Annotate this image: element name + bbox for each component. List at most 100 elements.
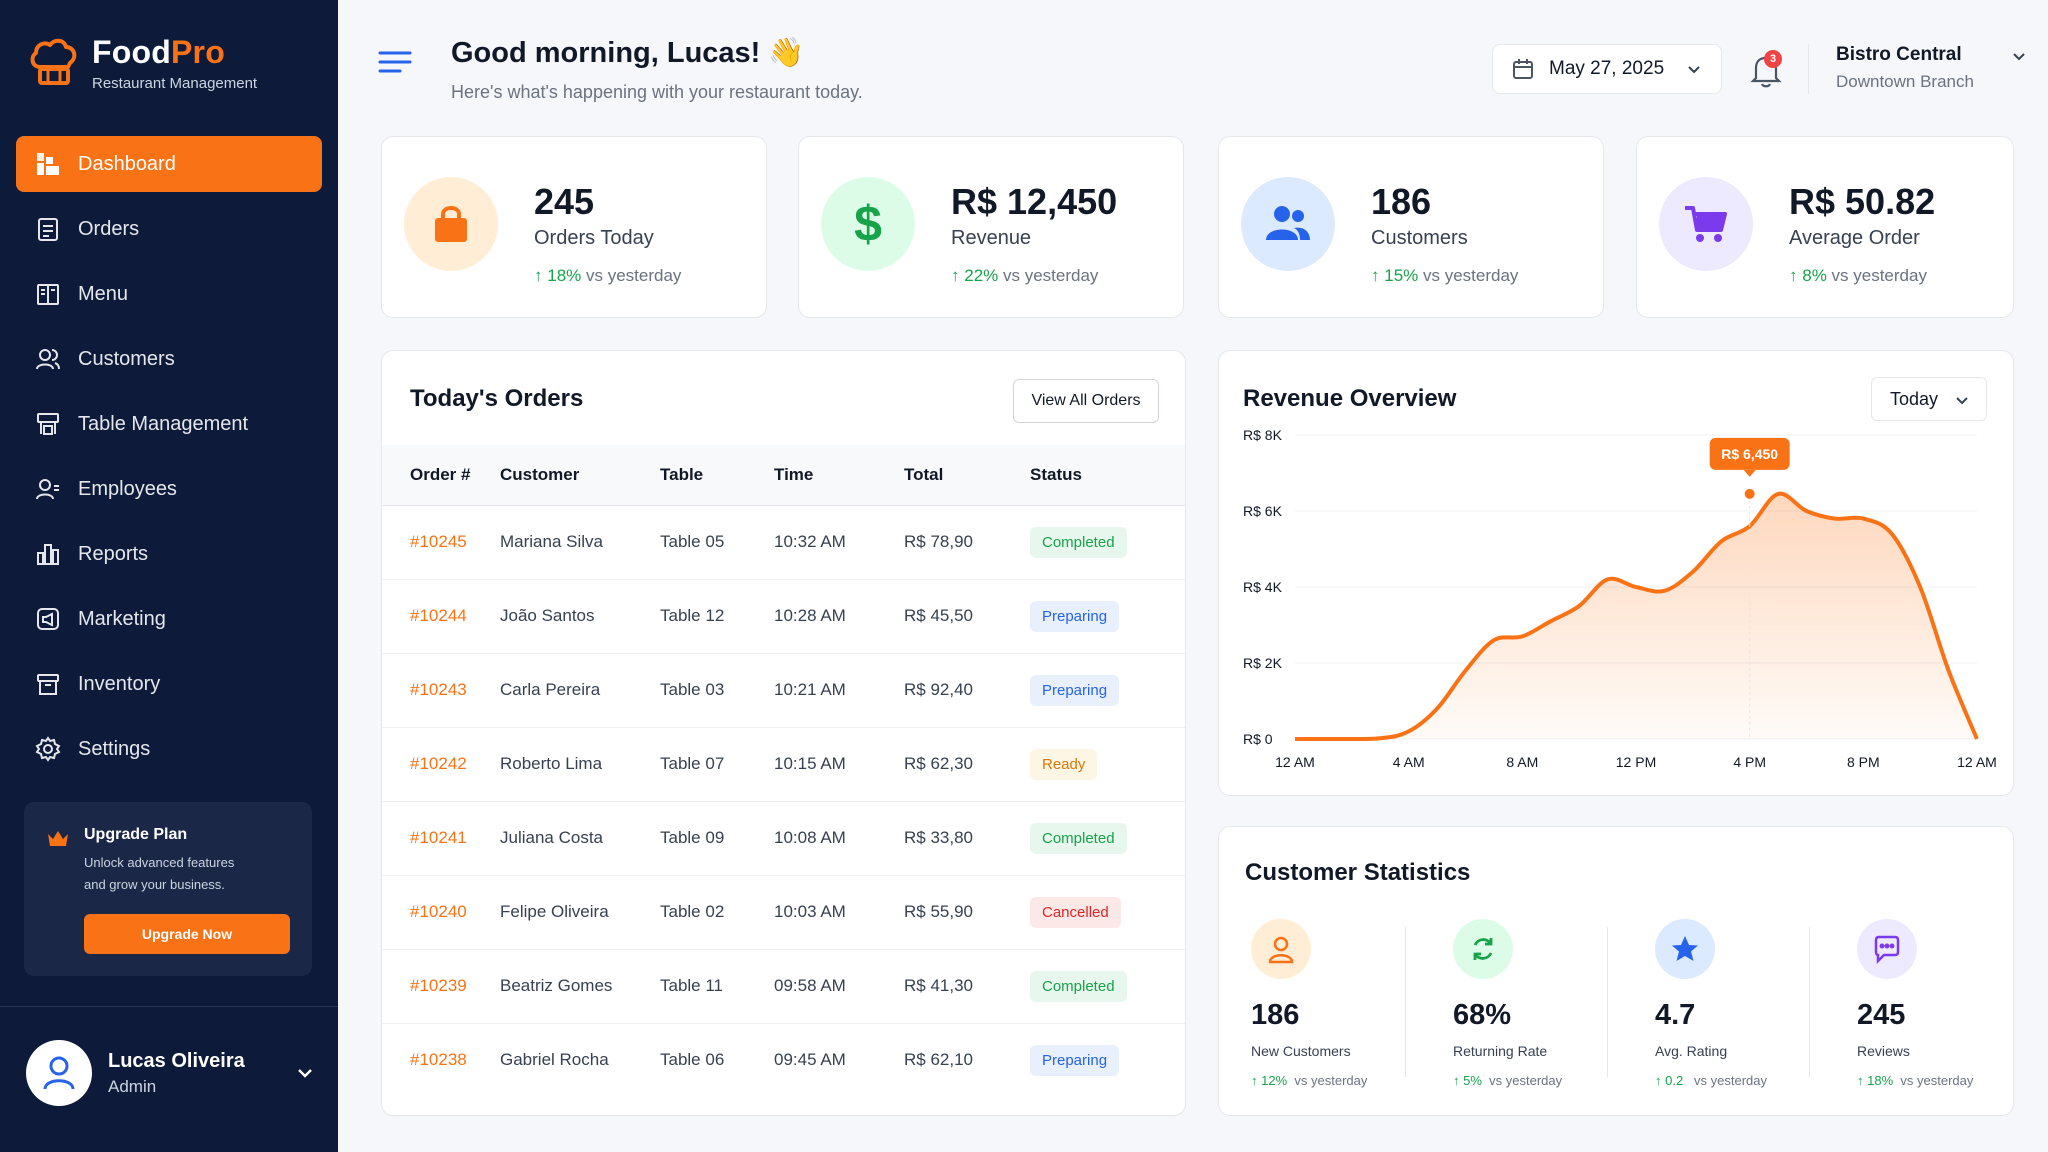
greeting-subtitle: Here's what's happening with your restau… bbox=[451, 82, 863, 102]
chevron-down-icon[interactable] bbox=[294, 1062, 316, 1084]
stat-label: New Customers bbox=[1251, 1043, 1351, 1059]
table-cell: 09:58 AM bbox=[774, 949, 904, 1024]
order-id-link[interactable]: #10238 bbox=[410, 1050, 467, 1070]
x-tick-label: 4 PM bbox=[1733, 754, 1766, 770]
order-id-link[interactable]: #10240 bbox=[382, 875, 500, 950]
column-header[interactable]: Time bbox=[774, 445, 904, 506]
order-id-link[interactable]: #10243 bbox=[382, 653, 500, 728]
nav-item-orders[interactable]: Orders bbox=[16, 201, 322, 257]
date-picker[interactable]: May 27, 2025 bbox=[1492, 44, 1722, 94]
nav-item-inventory[interactable]: Inventory bbox=[16, 656, 322, 712]
table-cell: Carla Pereira bbox=[500, 653, 660, 728]
employees-icon bbox=[34, 475, 62, 503]
y-tick-label: R$ 0 bbox=[1243, 731, 1273, 747]
gear-icon bbox=[34, 735, 62, 763]
table-cell: R$ 78,90 bbox=[904, 505, 1030, 580]
status-badge: Completed bbox=[1030, 970, 1127, 1002]
column-header[interactable]: Total bbox=[904, 445, 1030, 506]
table-row[interactable]: #10238 Gabriel Rocha Table 06 09:45 AM R$ 62… bbox=[382, 1023, 1185, 1097]
column-header[interactable]: Table bbox=[660, 445, 774, 506]
x-tick-label: 12 AM bbox=[1957, 754, 1997, 770]
stat-returning-rate[interactable]: 68% Returning Rate ↑ 5% vs yesterday bbox=[1445, 919, 1635, 1089]
stat-reviews[interactable]: 245 Reviews ↑ 18% vs yesterday bbox=[1849, 919, 2039, 1089]
nav-item-reports[interactable]: Reports bbox=[16, 526, 322, 582]
table-cell: 10:28 AM bbox=[774, 579, 904, 654]
order-id-link[interactable]: #10245 bbox=[382, 505, 500, 580]
order-id-link[interactable]: #10244 bbox=[382, 579, 500, 654]
stat-value: 68% bbox=[1453, 999, 1512, 1031]
user-profile[interactable]: Lucas Oliveira Admin bbox=[26, 1040, 316, 1106]
nav-item-dashboard[interactable]: Dashboard bbox=[16, 136, 322, 192]
annotation-bubble bbox=[1709, 437, 1790, 470]
y-tick-label: R$ 6K bbox=[1243, 503, 1283, 519]
column-header[interactable]: Customer bbox=[500, 445, 660, 506]
series-line bbox=[1294, 491, 1979, 742]
table-cell: Completed bbox=[1030, 801, 1185, 876]
hamburger-menu-icon[interactable] bbox=[378, 48, 412, 76]
stat-card-customers[interactable]: 186 Customers ↑ 15% vs yesterday bbox=[1218, 136, 1604, 318]
stat-card-orders[interactable]: 245 Orders Today ↑ 18% vs yesterday bbox=[381, 136, 767, 318]
table-row[interactable]: #10239 Beatriz Gomes Table 11 09:58 AM R$ 41… bbox=[382, 949, 1185, 1024]
upgrade-card: Upgrade Plan Unlock advanced features an… bbox=[24, 802, 312, 976]
stat-label: Avg. Rating bbox=[1655, 1043, 1728, 1059]
table-row[interactable]: #10243 Carla Pereira Table 03 10:21 AM R$ 92… bbox=[382, 653, 1185, 728]
stat-card-revenue[interactable]: $ R$ 12,450 Revenue ↑ 22% vs yesterday bbox=[798, 136, 1184, 318]
stat-change: ↑ 22% vs yesterday bbox=[951, 266, 1099, 285]
todays-orders-card: Today's Orders View All Orders Order # C… bbox=[381, 350, 1186, 1116]
nav-item-settings[interactable]: Settings bbox=[16, 721, 322, 777]
table-cell: Table 12 bbox=[660, 579, 774, 654]
brand[interactable]: FoodPro Restaurant Management bbox=[28, 34, 257, 92]
revenue-chart[interactable]: R$ 0 R$ 2K R$ 4K R$ 6K R$ 8K 12 AM 4 AM 8 AM 12 … bbox=[1219, 351, 2015, 797]
branch-selector[interactable]: Bistro Central Downtown Branch bbox=[1836, 44, 2025, 92]
upgrade-title: Upgrade Plan bbox=[84, 826, 188, 843]
nav-item-customers[interactable]: Customers bbox=[16, 331, 322, 387]
nav-item-marketing[interactable]: Marketing bbox=[16, 591, 322, 647]
date-value: May 27, 2025 bbox=[1549, 58, 1665, 79]
x-tick-label: 12 AM bbox=[1275, 754, 1315, 770]
stat-card-average-order[interactable]: R$ 50.82 Average Order ↑ 8% vs yesterday bbox=[1636, 136, 2014, 318]
nav-label: Dashboard bbox=[78, 152, 176, 175]
divider bbox=[1809, 927, 1810, 1077]
table-cell: Gabriel Rocha bbox=[500, 1050, 609, 1070]
x-tick-label: 8 AM bbox=[1506, 754, 1538, 770]
table-row[interactable]: #10240 Felipe Oliveira Table 02 10:03 AM R$ … bbox=[382, 875, 1185, 950]
calendar-icon bbox=[1513, 59, 1533, 79]
chat-icon bbox=[1857, 919, 1917, 979]
stat-avg-rating[interactable]: 4.7 Avg. Rating ↑ 0.2 vs yesterday bbox=[1647, 919, 1837, 1089]
view-all-orders-button[interactable]: View All Orders bbox=[1013, 379, 1159, 423]
table-cell: Mariana Silva bbox=[500, 505, 660, 580]
nav-item-menu[interactable]: Menu bbox=[16, 266, 322, 322]
table-row[interactable]: #10245 Mariana Silva Table 05 10:32 AM R$ 78… bbox=[382, 505, 1185, 580]
nav-item-table-management[interactable]: Table Management bbox=[16, 396, 322, 452]
table-cell: 10:15 AM bbox=[774, 727, 904, 802]
table-cell: Juliana Costa bbox=[500, 801, 660, 876]
table-cell: Roberto Lima bbox=[500, 727, 660, 802]
stat-new-customers[interactable]: 186 New Customers ↑ 12% vs yesterday bbox=[1243, 919, 1433, 1089]
upgrade-now-button[interactable]: Upgrade Now bbox=[84, 914, 290, 954]
user-avatar-icon bbox=[43, 1056, 75, 1090]
table-cell: Ready bbox=[1030, 727, 1185, 802]
column-header[interactable]: Order # bbox=[382, 445, 500, 506]
stat-value: 245 bbox=[534, 181, 595, 222]
column-header[interactable]: Status bbox=[1030, 445, 1185, 506]
table-cell: Table 05 bbox=[660, 505, 774, 580]
stat-label: Orders Today bbox=[534, 227, 654, 249]
nav-label: Table Management bbox=[78, 412, 249, 435]
period-select[interactable]: Today bbox=[1871, 377, 1987, 421]
table-row[interactable]: #10242 Roberto Lima Table 07 10:15 AM R$ 62,… bbox=[382, 727, 1185, 802]
table-cell: R$ 55,90 bbox=[904, 875, 1030, 950]
table-row[interactable]: #10241 Juliana Costa Table 09 10:08 AM R$ 33… bbox=[382, 801, 1185, 876]
table-icon bbox=[34, 410, 62, 438]
order-id-link[interactable]: #10241 bbox=[382, 801, 500, 876]
shopping-bag-icon bbox=[404, 177, 498, 271]
order-id-link[interactable]: #10242 bbox=[382, 727, 500, 802]
nav-item-employees[interactable]: Employees bbox=[16, 461, 322, 517]
revenue-overview-card: Revenue Overview Today R$ 0 R$ 2K R$ 4K R$ … bbox=[1218, 350, 2014, 796]
table-cell: Table 03 bbox=[660, 653, 774, 728]
order-id-link[interactable]: #10239 bbox=[382, 949, 500, 1024]
table-cell: Completed bbox=[1030, 505, 1185, 580]
crown-icon bbox=[48, 831, 68, 846]
table-cell: 10:03 AM bbox=[774, 875, 904, 950]
nav-label: Employees bbox=[78, 477, 177, 500]
table-row[interactable]: #10244 João Santos Table 12 10:28 AM R$ 45,5… bbox=[382, 579, 1185, 654]
